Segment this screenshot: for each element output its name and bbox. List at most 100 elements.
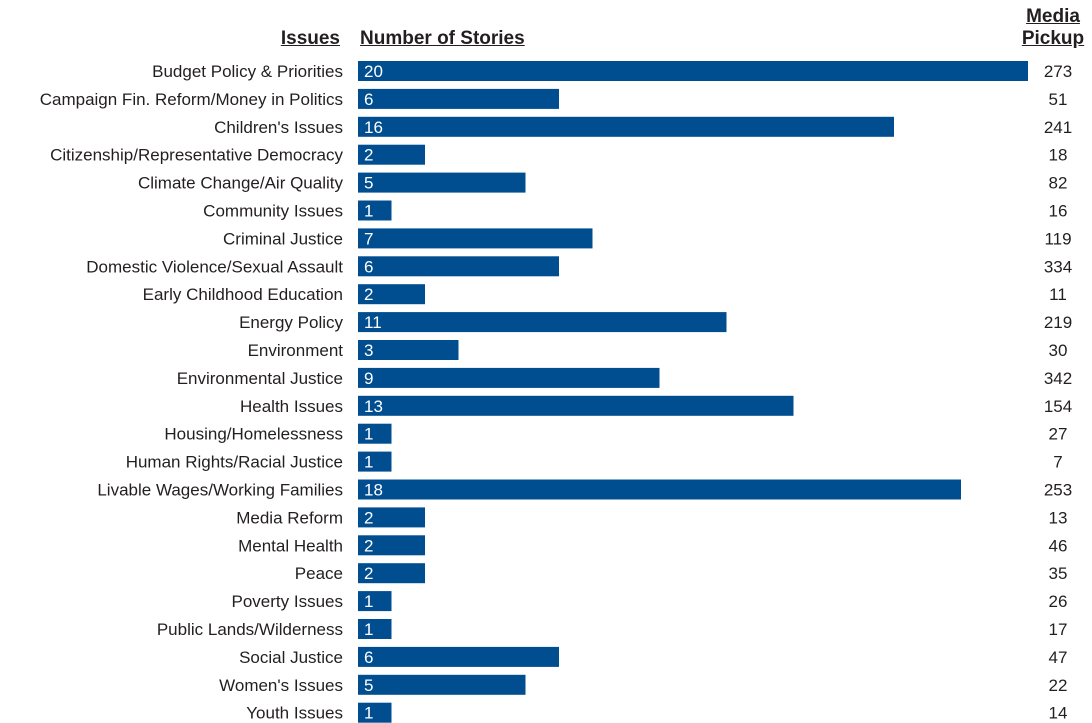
bar (358, 284, 425, 305)
bar-value-label: 16 (364, 118, 383, 137)
bar-value-label: 1 (364, 425, 373, 444)
media-pickup-value: 119 (1044, 229, 1071, 248)
category-label: Health Issues (240, 397, 343, 416)
category-label: Media Reform (236, 508, 343, 527)
category-label: Domestic Violence/Sexual Assault (86, 257, 343, 276)
media-pickup-value: 51 (1049, 90, 1068, 109)
bar-value-label: 1 (364, 704, 373, 723)
media-pickup-value: 273 (1044, 62, 1072, 81)
category-label: Environment (248, 341, 344, 360)
media-pickup-value: 219 (1044, 313, 1072, 332)
media-pickup-value: 17 (1049, 620, 1068, 639)
bar (358, 367, 660, 388)
bar-value-label: 7 (364, 229, 373, 248)
bar (358, 507, 425, 528)
bar-value-label: 13 (364, 397, 383, 416)
bar (358, 200, 392, 221)
bar (358, 312, 727, 333)
bar-value-label: 9 (364, 369, 373, 388)
category-label: Public Lands/Wilderness (157, 620, 343, 639)
bar (358, 646, 559, 667)
media-pickup-header-line1: Media (1026, 6, 1080, 27)
bar-value-label: 2 (364, 508, 373, 527)
category-label: Criminal Justice (223, 229, 343, 248)
category-label: Climate Change/Air Quality (138, 174, 344, 193)
bar-value-label: 2 (364, 146, 373, 165)
bar-value-label: 2 (364, 285, 373, 304)
bar-value-label: 1 (364, 620, 373, 639)
bar-value-label: 20 (364, 62, 383, 81)
bar-value-label: 18 (364, 481, 383, 500)
bar (358, 395, 794, 416)
bar (358, 340, 459, 360)
media-pickup-value: 26 (1049, 592, 1068, 611)
bar-value-label: 5 (364, 676, 373, 695)
media-pickup-value: 22 (1049, 676, 1068, 695)
media-pickup-value: 46 (1049, 536, 1068, 555)
category-label: Housing/Homelessness (164, 425, 343, 444)
media-pickup-value: 13 (1049, 508, 1068, 527)
bar (358, 61, 1028, 81)
category-label: Livable Wages/Working Families (97, 481, 343, 500)
bar (358, 172, 526, 193)
media-pickup-value: 30 (1049, 341, 1068, 360)
bar-value-label: 1 (364, 202, 373, 221)
media-pickup-header-line2: Pickup (1021, 28, 1085, 49)
bar (358, 228, 593, 249)
bar-value-label: 6 (364, 90, 373, 109)
bar (358, 423, 392, 444)
category-label: Peace (295, 564, 343, 583)
category-label: Human Rights/Racial Justice (126, 453, 343, 472)
category-label: Mental Health (238, 536, 343, 555)
media-pickup-value: 35 (1049, 564, 1068, 583)
media-pickup-value: 253 (1044, 481, 1072, 500)
bar (358, 144, 425, 165)
media-pickup-value: 7 (1053, 453, 1062, 472)
bar (358, 116, 894, 137)
category-label: Poverty Issues (232, 592, 344, 611)
category-label: Campaign Fin. Reform/Money in Politics (40, 90, 343, 109)
bar-value-label: 2 (364, 564, 373, 583)
bar-value-label: 6 (364, 257, 373, 276)
bar-value-label: 1 (364, 592, 373, 611)
category-label: Energy Policy (239, 313, 343, 332)
media-pickup-value: 18 (1049, 146, 1068, 165)
bar (358, 451, 392, 472)
media-pickup-value: 241 (1044, 118, 1072, 137)
category-label: Children's Issues (214, 118, 343, 137)
bar (358, 535, 425, 556)
bar-value-label: 6 (364, 648, 373, 667)
media-pickup-value: 14 (1049, 704, 1068, 723)
bar (358, 563, 425, 584)
bar-value-label: 5 (364, 174, 373, 193)
bar-value-label: 3 (364, 341, 373, 360)
bar (358, 88, 559, 109)
category-label: Early Childhood Education (143, 285, 343, 304)
category-label: Community Issues (203, 202, 343, 221)
media-pickup-value: 82 (1049, 174, 1068, 193)
category-label: Environmental Justice (177, 369, 343, 388)
bar-value-label: 2 (364, 536, 373, 555)
number-of-stories-header: Number of Stories (360, 28, 525, 49)
category-label: Citizenship/Representative Democracy (50, 146, 343, 165)
bar-value-label: 11 (364, 313, 382, 332)
media-pickup-value: 342 (1044, 369, 1072, 388)
bar (358, 674, 526, 695)
media-pickup-value: 27 (1049, 425, 1068, 444)
media-pickup-value: 47 (1049, 648, 1068, 667)
media-pickup-value: 154 (1044, 397, 1072, 416)
issues-header: Issues (280, 28, 340, 49)
media-pickup-value: 334 (1044, 257, 1072, 276)
category-label: Women's Issues (219, 676, 343, 695)
bar (358, 591, 392, 612)
bar-value-label: 1 (364, 453, 373, 472)
category-label: Youth Issues (246, 704, 343, 723)
media-pickup-header: Media Pickup (1018, 6, 1088, 50)
category-label: Budget Policy & Priorities (152, 62, 343, 81)
bar (358, 619, 392, 639)
category-label: Social Justice (239, 648, 343, 667)
bar (358, 479, 961, 500)
media-pickup-value: 16 (1049, 202, 1068, 221)
bar (358, 256, 559, 277)
